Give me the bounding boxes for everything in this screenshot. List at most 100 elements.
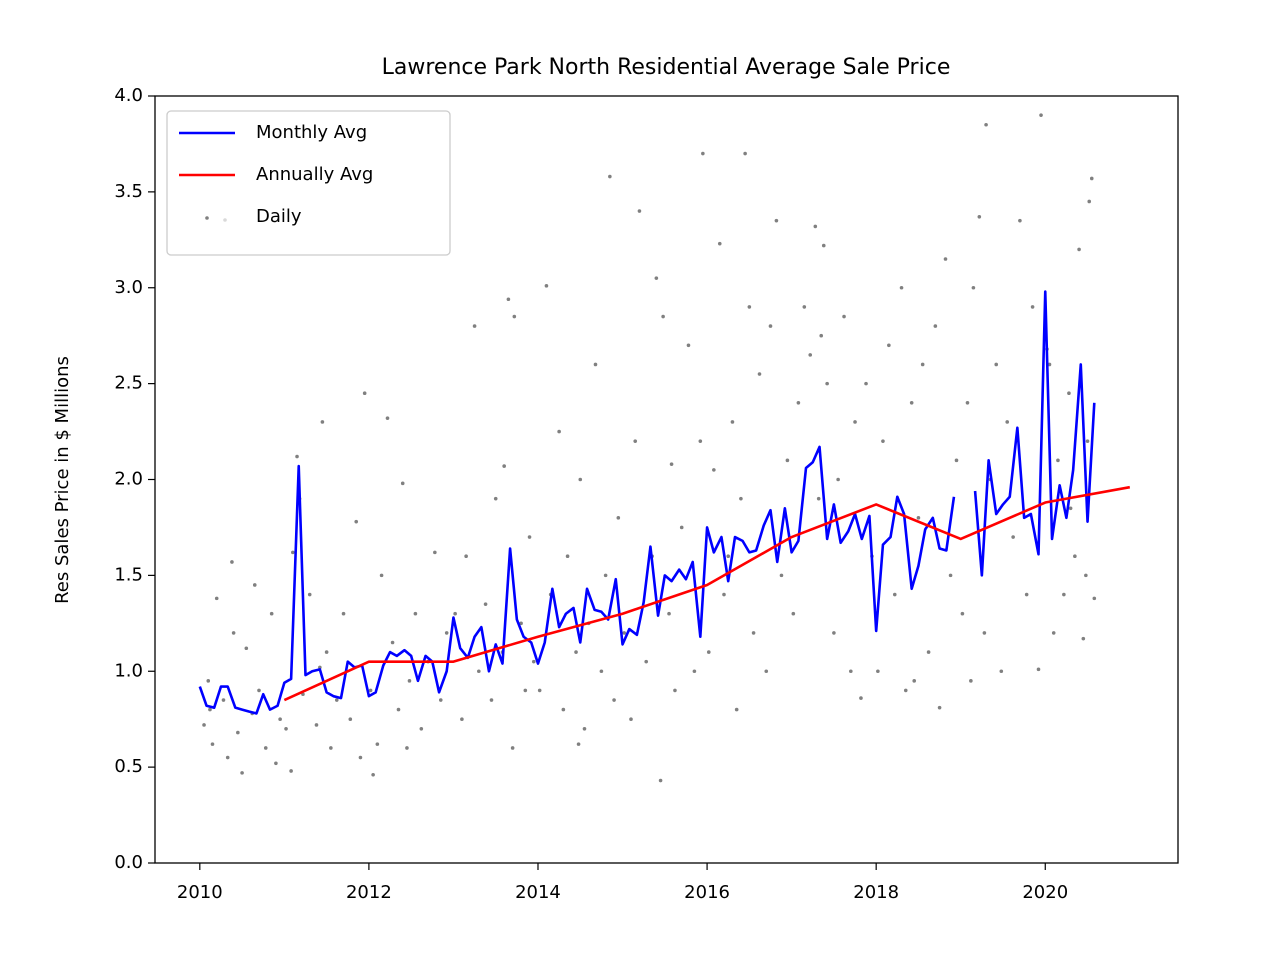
daily-point <box>1018 218 1022 223</box>
daily-point <box>836 477 840 482</box>
daily-point <box>937 705 942 710</box>
daily-point <box>236 730 240 735</box>
daily-point <box>324 650 329 654</box>
daily-point <box>849 669 853 674</box>
daily-point <box>686 343 691 348</box>
daily-point <box>920 362 925 367</box>
daily-point <box>673 688 677 693</box>
daily-point <box>544 284 549 288</box>
daily-point <box>320 420 325 424</box>
daily-point <box>747 305 752 309</box>
daily-point <box>779 573 784 578</box>
y-tick-label: 4.0 <box>114 85 143 106</box>
daily-point <box>757 372 762 376</box>
daily-point <box>954 458 959 463</box>
daily-point <box>599 669 604 674</box>
daily-point <box>385 416 390 420</box>
daily-point <box>375 742 380 746</box>
chart-title: Lawrence Park North Residential Average … <box>382 55 951 80</box>
daily-point <box>537 688 542 693</box>
daily-point <box>329 746 333 750</box>
daily-point <box>1047 362 1052 367</box>
daily-point <box>1067 391 1071 396</box>
daily-point <box>1056 458 1060 463</box>
daily-point <box>853 420 857 424</box>
daily-point <box>561 707 566 712</box>
series-line <box>283 485 1131 702</box>
daily-point <box>289 769 293 773</box>
daily-point <box>984 122 988 127</box>
daily-point <box>519 621 523 626</box>
daily-point <box>358 755 363 760</box>
daily-point <box>743 151 747 156</box>
daily-point <box>368 688 373 693</box>
daily-point <box>1011 535 1015 539</box>
daily-point <box>244 646 249 651</box>
daily-point <box>819 333 824 338</box>
daily-point <box>1062 592 1066 597</box>
x-tick-label: 2018 <box>853 882 899 903</box>
y-tick-label: 3.5 <box>114 181 143 202</box>
daily-point <box>460 717 464 721</box>
daily-point <box>971 285 976 290</box>
daily-point <box>274 761 278 766</box>
daily-point <box>1081 636 1086 641</box>
daily-point <box>257 688 261 693</box>
daily-point <box>269 611 274 616</box>
daily-point <box>637 209 642 213</box>
daily-point <box>362 391 367 396</box>
daily-point <box>616 516 621 520</box>
daily-point <box>574 650 578 654</box>
y-tick-label: 2.5 <box>114 373 143 394</box>
daily-point <box>701 151 705 156</box>
y-axis-label: Res Sales Price in $ Millions <box>52 356 73 604</box>
daily-point <box>977 215 982 219</box>
daily-point <box>240 771 244 775</box>
daily-point <box>202 723 206 727</box>
daily-point <box>916 516 921 520</box>
daily-point <box>354 519 359 524</box>
daily-point <box>698 439 703 443</box>
daily-point <box>1089 176 1094 181</box>
daily-point <box>734 707 739 712</box>
y-tick-label: 3.0 <box>114 277 143 298</box>
daily-point <box>768 324 773 328</box>
daily-point <box>413 611 418 616</box>
daily-point <box>785 458 790 463</box>
daily-point <box>633 439 638 443</box>
legend-marker <box>205 216 209 220</box>
y-tick-label: 0.0 <box>114 852 143 873</box>
daily-point <box>371 772 375 777</box>
daily-point <box>926 650 931 654</box>
daily-point <box>278 717 282 721</box>
daily-point <box>892 592 897 597</box>
daily-point <box>390 640 395 645</box>
daily-point <box>644 659 649 664</box>
daily-point <box>221 698 226 702</box>
daily-point <box>832 631 836 635</box>
x-tick-label: 2012 <box>346 882 392 903</box>
daily-point <box>512 314 517 319</box>
daily-point <box>582 726 587 731</box>
daily-point <box>291 550 295 555</box>
daily-point <box>842 314 846 319</box>
daily-point <box>859 696 863 700</box>
legend-box <box>166 110 451 256</box>
daily-point <box>612 698 616 702</box>
daily-point <box>444 631 449 635</box>
legend-label: Monthly Avg <box>256 122 367 143</box>
daily-point <box>230 560 234 564</box>
daily-point <box>489 698 494 702</box>
x-tick-label: 2010 <box>177 882 223 903</box>
daily-point <box>593 362 598 367</box>
daily-point <box>438 698 443 702</box>
daily-point <box>821 243 826 248</box>
y-tick-label: 1.0 <box>114 660 143 681</box>
daily-point <box>464 554 468 558</box>
daily-point <box>1039 113 1043 117</box>
daily-point <box>506 297 511 302</box>
daily-point <box>933 324 938 328</box>
daily-point <box>965 401 970 405</box>
daily-point <box>969 679 973 683</box>
